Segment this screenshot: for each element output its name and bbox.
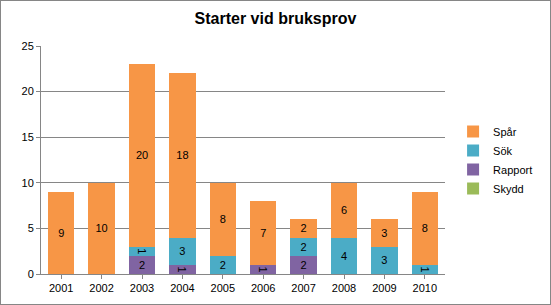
- svg-text:1: 1: [419, 266, 431, 272]
- svg-text:Rapport: Rapport: [493, 164, 532, 176]
- svg-text:2006: 2006: [251, 282, 275, 294]
- svg-text:Skydd: Skydd: [493, 183, 524, 195]
- svg-text:0: 0: [28, 268, 34, 280]
- svg-text:2: 2: [301, 241, 307, 253]
- svg-text:Sök: Sök: [493, 145, 512, 157]
- svg-text:8: 8: [220, 213, 226, 225]
- svg-text:1: 1: [136, 248, 148, 254]
- svg-text:5: 5: [28, 222, 34, 234]
- svg-text:2009: 2009: [372, 282, 396, 294]
- svg-text:2007: 2007: [291, 282, 315, 294]
- svg-text:10: 10: [22, 177, 34, 189]
- svg-text:20: 20: [136, 149, 148, 161]
- svg-text:2008: 2008: [332, 282, 356, 294]
- svg-text:2005: 2005: [211, 282, 235, 294]
- svg-text:2: 2: [220, 259, 226, 271]
- svg-text:2001: 2001: [49, 282, 73, 294]
- svg-text:7: 7: [260, 227, 266, 239]
- svg-text:3: 3: [381, 254, 387, 266]
- svg-text:18: 18: [176, 149, 188, 161]
- svg-text:3: 3: [381, 227, 387, 239]
- svg-text:2003: 2003: [130, 282, 154, 294]
- svg-text:2: 2: [301, 259, 307, 271]
- svg-text:2: 2: [301, 222, 307, 234]
- svg-text:1: 1: [176, 266, 188, 272]
- svg-text:9: 9: [58, 227, 64, 239]
- svg-text:3: 3: [179, 245, 185, 257]
- svg-text:Spår: Spår: [493, 126, 517, 138]
- svg-text:2002: 2002: [89, 282, 113, 294]
- svg-text:15: 15: [22, 131, 34, 143]
- svg-text:1: 1: [257, 266, 269, 272]
- svg-text:2: 2: [139, 259, 145, 271]
- svg-text:2010: 2010: [413, 282, 437, 294]
- svg-text:2004: 2004: [170, 282, 194, 294]
- svg-text:4: 4: [341, 250, 347, 262]
- svg-text:25: 25: [22, 40, 34, 52]
- svg-text:Starter vid bruksprov: Starter vid bruksprov: [195, 10, 357, 27]
- svg-text:20: 20: [22, 85, 34, 97]
- svg-text:8: 8: [422, 222, 428, 234]
- svg-text:10: 10: [95, 222, 107, 234]
- svg-text:6: 6: [341, 204, 347, 216]
